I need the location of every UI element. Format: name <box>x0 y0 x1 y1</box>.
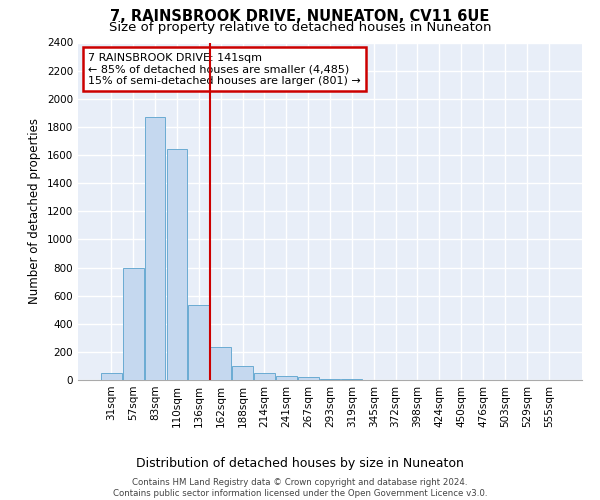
Bar <box>123 268 143 380</box>
Text: 7, RAINSBROOK DRIVE, NUNEATON, CV11 6UE: 7, RAINSBROOK DRIVE, NUNEATON, CV11 6UE <box>110 9 490 24</box>
Bar <box>188 306 209 380</box>
Bar <box>254 373 275 380</box>
Bar <box>167 150 187 380</box>
Bar <box>298 377 319 380</box>
Bar <box>145 117 166 380</box>
Text: 7 RAINSBROOK DRIVE: 141sqm
← 85% of detached houses are smaller (4,485)
15% of s: 7 RAINSBROOK DRIVE: 141sqm ← 85% of deta… <box>88 52 361 86</box>
Text: Distribution of detached houses by size in Nuneaton: Distribution of detached houses by size … <box>136 458 464 470</box>
Text: Size of property relative to detached houses in Nuneaton: Size of property relative to detached ho… <box>109 22 491 35</box>
Bar <box>101 373 122 380</box>
Bar <box>320 378 340 380</box>
Y-axis label: Number of detached properties: Number of detached properties <box>28 118 41 304</box>
Bar <box>232 366 253 380</box>
Bar <box>210 347 231 380</box>
Bar <box>276 376 296 380</box>
Text: Contains HM Land Registry data © Crown copyright and database right 2024.
Contai: Contains HM Land Registry data © Crown c… <box>113 478 487 498</box>
